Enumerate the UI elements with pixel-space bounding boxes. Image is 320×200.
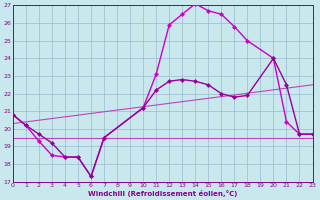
- X-axis label: Windchill (Refroidissement éolien,°C): Windchill (Refroidissement éolien,°C): [88, 190, 237, 197]
